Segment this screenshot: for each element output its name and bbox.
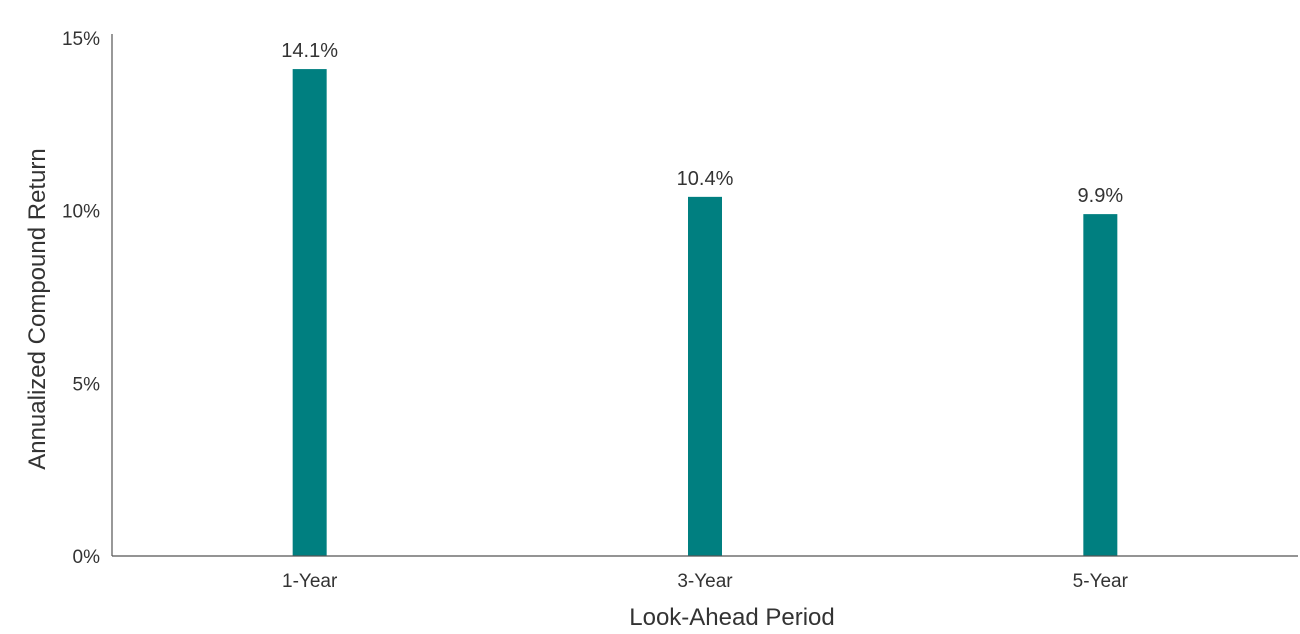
x-axis-title: Look-Ahead Period <box>629 604 834 631</box>
data-labels: 14.1% 10.4% 9.9% <box>281 40 1123 207</box>
y-tick-label: 10% <box>62 202 100 223</box>
x-tick-label: 1-Year <box>282 571 338 592</box>
bar <box>1083 214 1118 556</box>
y-axis-ticks: 0% 5% 10% 15% <box>62 29 100 568</box>
x-tick-label: 3-Year <box>677 571 733 592</box>
y-tick-label: 5% <box>73 374 101 395</box>
bar-data-label: 10.4% <box>677 168 734 190</box>
bar <box>688 196 722 556</box>
y-tick-label: 0% <box>73 547 101 568</box>
y-axis-title: Annualized Compound Return <box>24 148 51 470</box>
x-tick-label: 5-Year <box>1073 571 1129 592</box>
bar <box>292 69 327 556</box>
bar-data-label: 14.1% <box>281 40 338 62</box>
bar-data-label: 9.9% <box>1078 185 1124 207</box>
x-axis-ticks: 1-Year 3-Year 5-Year <box>282 571 1129 592</box>
y-tick-label: 15% <box>62 29 100 50</box>
bars <box>292 69 1118 556</box>
